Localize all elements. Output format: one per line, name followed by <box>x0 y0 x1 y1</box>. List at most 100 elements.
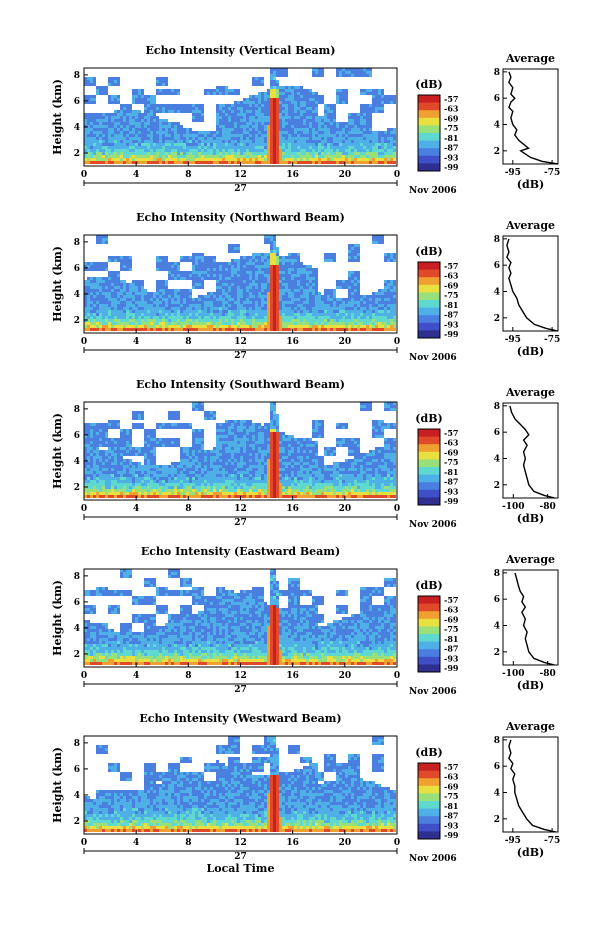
heatmap-cell <box>84 486 87 489</box>
heatmap-cell <box>159 152 162 155</box>
heatmap-cell <box>282 119 285 122</box>
heatmap-cell <box>351 295 354 298</box>
heatmap-cell <box>390 131 393 134</box>
heatmap-cell <box>147 122 150 125</box>
heatmap-cell <box>378 319 381 322</box>
heatmap-cell <box>246 110 249 113</box>
heatmap-cell <box>282 307 285 310</box>
heatmap-cell <box>333 301 336 304</box>
heatmap-cell <box>222 131 225 134</box>
heatmap-cell <box>279 128 282 131</box>
heatmap-cell <box>90 265 93 268</box>
heatmap-cell <box>168 131 171 134</box>
heatmap-cell <box>216 158 219 161</box>
profile-x-label: (dB) <box>517 178 544 191</box>
heatmap-cell <box>228 295 231 298</box>
heatmap-cell <box>267 161 270 164</box>
heatmap-cell <box>282 289 285 292</box>
heatmap-cell <box>270 259 273 262</box>
heatmap-cell <box>114 83 117 86</box>
heatmap-cell <box>183 161 186 164</box>
heatmap-cell <box>255 158 258 161</box>
heatmap-cell <box>351 244 354 247</box>
heatmap-cell <box>243 313 246 316</box>
heatmap-cell <box>111 128 114 131</box>
heatmap-cell <box>105 137 108 140</box>
heatmap-cell <box>354 161 357 164</box>
heatmap-cell <box>87 477 90 480</box>
heatmap-cell <box>99 86 102 89</box>
heatmap-cell <box>252 116 255 119</box>
heatmap-cell <box>87 119 90 122</box>
heatmap-cell <box>204 271 207 274</box>
heatmap-cell <box>84 441 87 444</box>
heatmap-cell <box>96 435 99 438</box>
heatmap-cell <box>342 125 345 128</box>
heatmap-cell <box>93 149 96 152</box>
heatmap-cell <box>138 322 141 325</box>
heatmap-cell <box>264 289 267 292</box>
heatmap-cell <box>330 259 333 262</box>
colorbar-segment <box>418 155 440 164</box>
heatmap-cell <box>90 447 93 450</box>
heatmap-cell <box>393 128 396 131</box>
heatmap-cell <box>120 262 123 265</box>
heatmap-cell <box>123 474 126 477</box>
heatmap-cell <box>234 307 237 310</box>
heatmap-cell <box>282 277 285 280</box>
heatmap-cell <box>381 152 384 155</box>
heatmap-cell <box>156 161 159 164</box>
heatmap-cell <box>357 250 360 253</box>
heatmap-cell <box>84 444 87 447</box>
heatmap-cell <box>279 262 282 265</box>
heatmap-cell <box>375 298 378 301</box>
heatmap-cell <box>306 325 309 328</box>
heatmap-cell <box>306 328 309 331</box>
heatmap-cell <box>300 307 303 310</box>
heatmap-cell <box>282 268 285 271</box>
heatmap-cell <box>105 304 108 307</box>
heatmap-cell <box>288 152 291 155</box>
heatmap-cell <box>132 152 135 155</box>
heatmap-cell <box>288 271 291 274</box>
heatmap-cell <box>315 277 318 280</box>
heatmap-cell <box>207 89 210 92</box>
heatmap-cell <box>93 262 96 265</box>
heatmap-cell <box>102 92 105 95</box>
heatmap-cell <box>228 298 231 301</box>
heatmap-cell <box>297 322 300 325</box>
heatmap-cell <box>189 307 192 310</box>
heatmap-cell <box>120 125 123 128</box>
heatmap-cell <box>117 283 120 286</box>
heatmap-cell <box>369 328 372 331</box>
heatmap-cell <box>159 313 162 316</box>
heatmap-cell <box>258 143 261 146</box>
heatmap-cell <box>204 143 207 146</box>
heatmap-cell <box>135 95 138 98</box>
heatmap-cell <box>363 295 366 298</box>
heatmap-cell <box>246 149 249 152</box>
heatmap-cell <box>387 149 390 152</box>
heatmap-cell <box>258 298 261 301</box>
heatmap-cell <box>150 301 153 304</box>
heatmap-cell <box>108 125 111 128</box>
heatmap-cell <box>351 161 354 164</box>
heatmap-cell <box>204 137 207 140</box>
heatmap-cell <box>351 158 354 161</box>
heatmap-cell <box>114 286 117 289</box>
heatmap-cell <box>222 289 225 292</box>
heatmap-cell <box>186 277 189 280</box>
heatmap-cell <box>267 322 270 325</box>
heatmap-cell <box>393 283 396 286</box>
heatmap-cell <box>228 113 231 116</box>
heatmap-cell <box>231 244 234 247</box>
heatmap-cell <box>108 459 111 462</box>
heatmap-cell <box>87 149 90 152</box>
heatmap-cell <box>378 95 381 98</box>
heatmap-cell <box>201 274 204 277</box>
heatmap-cell <box>276 268 279 271</box>
heatmap-cell <box>168 265 171 268</box>
heatmap-cell <box>237 89 240 92</box>
heatmap-cell <box>96 459 99 462</box>
heatmap-cell <box>222 268 225 271</box>
